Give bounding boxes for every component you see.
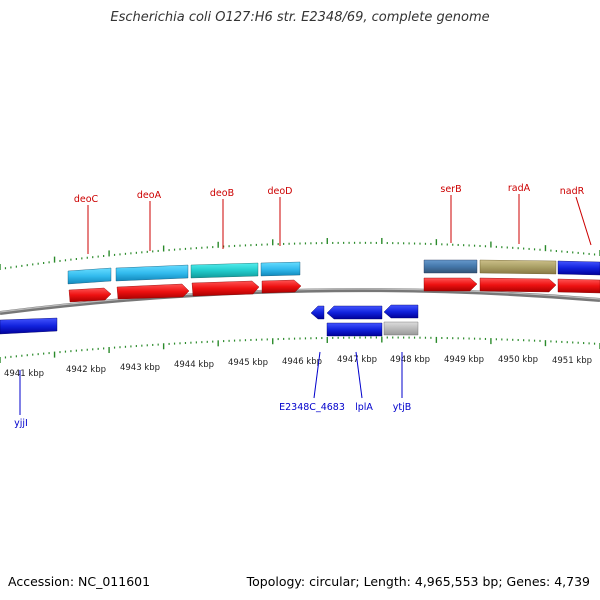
gene-nadR-feature[interactable] <box>557 260 600 276</box>
label-deoA[interactable]: deoA <box>137 190 162 201</box>
scale-labels: 4941 kbp 4942 kbp 4943 kbp 4944 kbp 4945 kbp… <box>4 355 592 379</box>
label-yjjI[interactable]: yjjI <box>14 418 28 429</box>
gene-deoD-feature[interactable] <box>260 261 301 277</box>
forward-label-text: deoC deoA deoB deoD serB radA nadR <box>74 183 585 205</box>
cds-deoA-arrow[interactable] <box>116 283 190 300</box>
reverse-labels <box>19 351 403 415</box>
label-lplA[interactable]: lplA <box>355 402 373 413</box>
cds-deoC-arrow[interactable] <box>68 287 112 303</box>
label-E2348C_4683[interactable]: E2348C_4683 <box>279 402 345 413</box>
gene-deoB-feature[interactable] <box>190 262 259 279</box>
label-deoB[interactable]: deoB <box>210 188 234 199</box>
forward-gene-row <box>67 259 600 285</box>
cds-E2348C_4683-arrow[interactable] <box>310 305 325 320</box>
scale-tick-label: 4943 kbp <box>120 363 160 373</box>
gene-lplA-feature[interactable] <box>326 322 383 337</box>
gene-radA-feature[interactable] <box>479 259 557 275</box>
label-ytjB[interactable]: ytjB <box>393 402 412 413</box>
scale-tick-label: 4942 kbp <box>66 365 106 375</box>
genome-backbone <box>0 288 600 315</box>
cds-serB-arrow[interactable] <box>423 277 478 292</box>
reverse-cds-row <box>0 304 419 335</box>
scale-tick-label: 4945 kbp <box>228 358 268 368</box>
gene-ytjB-feature[interactable] <box>383 321 419 336</box>
scale-tick-label: 4948 kbp <box>390 355 430 365</box>
scale-tick-label: 4944 kbp <box>174 360 214 370</box>
forward-cds-row <box>68 277 600 303</box>
forward-labels <box>87 194 592 254</box>
scale-tick-label: 4951 kbp <box>552 356 592 366</box>
label-serB[interactable]: serB <box>440 184 461 195</box>
gene-deoA-feature[interactable] <box>115 264 189 282</box>
cds-deoB-arrow[interactable] <box>191 280 260 297</box>
gene-deoC-feature[interactable] <box>67 267 112 285</box>
map-title: Escherichia coli O127:H6 str. E2348/69, … <box>110 10 490 25</box>
label-nadR[interactable]: nadR <box>560 186 585 197</box>
label-deoD[interactable]: deoD <box>267 186 292 197</box>
reverse-label-text: yjjI E2348C_4683 lplA ytjB <box>14 402 411 429</box>
label-deoC[interactable]: deoC <box>74 194 99 205</box>
genome-summary-text: Topology: circular; Length: 4,965,553 bp… <box>246 574 590 589</box>
scale-tick-label: 4950 kbp <box>498 355 538 365</box>
reverse-gene-row <box>326 321 419 337</box>
scale-tick-label: 4949 kbp <box>444 355 484 365</box>
cds-ytjB-arrow[interactable] <box>383 304 419 319</box>
gene-serB-feature[interactable] <box>423 259 478 274</box>
accession-text: Accession: NC_011601 <box>8 574 151 589</box>
scale-tick-label: 4941 kbp <box>4 369 44 379</box>
label-radA[interactable]: radA <box>508 183 531 194</box>
cds-deoD-arrow[interactable] <box>261 279 302 294</box>
scale-tick-label: 4946 kbp <box>282 357 322 367</box>
cds-radA-arrow[interactable] <box>479 277 557 293</box>
cds-nadR-arrow[interactable] <box>557 278 600 294</box>
cds-lplA-arrow[interactable] <box>326 305 383 320</box>
outer-tick-ring <box>0 237 600 270</box>
cds-yjjI-arrow[interactable] <box>0 317 58 335</box>
inner-tick-ring <box>0 336 600 363</box>
genome-backbone-highlight <box>0 288 600 313</box>
